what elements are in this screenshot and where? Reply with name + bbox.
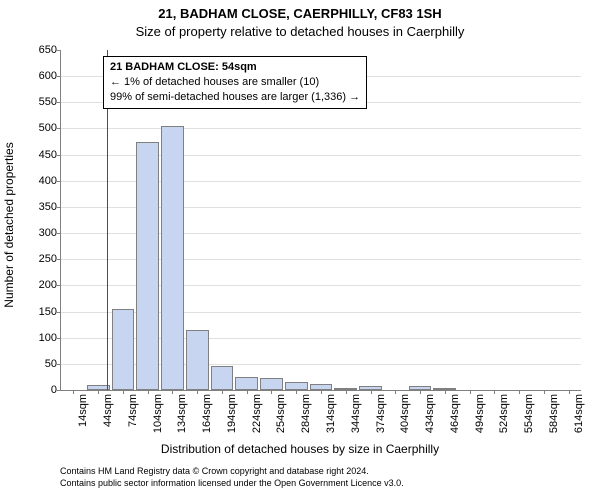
y-tick-label: 550 xyxy=(17,96,57,108)
x-tick-mark xyxy=(470,390,471,394)
bar xyxy=(235,377,258,390)
x-tick-label: 434sqm xyxy=(424,394,436,433)
bar xyxy=(112,309,135,390)
x-tick-label: 284sqm xyxy=(300,394,312,433)
x-tick-mark xyxy=(371,390,372,394)
y-tick-mark xyxy=(57,128,61,129)
x-axis-label: Distribution of detached houses by size … xyxy=(0,442,600,456)
x-tick-label: 524sqm xyxy=(498,394,510,433)
y-tick-mark xyxy=(57,338,61,339)
x-tick-mark xyxy=(73,390,74,394)
footnote: Contains HM Land Registry data © Crown c… xyxy=(60,466,580,489)
x-tick-mark xyxy=(346,390,347,394)
x-tick-mark xyxy=(296,390,297,394)
x-tick-label: 194sqm xyxy=(226,394,238,433)
y-tick-mark xyxy=(57,233,61,234)
x-tick-label: 104sqm xyxy=(152,394,164,433)
x-tick-mark xyxy=(222,390,223,394)
y-tick-label: 500 xyxy=(17,122,57,134)
annotation-line2: ← 1% of detached houses are smaller (10) xyxy=(110,75,360,90)
x-tick-mark xyxy=(247,390,248,394)
bar xyxy=(260,378,283,390)
x-tick-label: 254sqm xyxy=(275,394,287,433)
x-tick-label: 44sqm xyxy=(102,394,114,427)
x-tick-mark xyxy=(494,390,495,394)
y-tick-mark xyxy=(57,76,61,77)
y-tick-label: 650 xyxy=(17,44,57,56)
x-tick-mark xyxy=(321,390,322,394)
annotation-box: 21 BADHAM CLOSE: 54sqm ← 1% of detached … xyxy=(103,56,367,109)
x-tick-label: 164sqm xyxy=(201,394,213,433)
x-tick-mark xyxy=(197,390,198,394)
x-tick-mark xyxy=(445,390,446,394)
y-tick-label: 150 xyxy=(17,306,57,318)
plot-area: 0501001502002503003504004505005506006501… xyxy=(60,50,581,391)
y-tick-mark xyxy=(57,155,61,156)
x-tick-mark xyxy=(123,390,124,394)
y-tick-label: 50 xyxy=(17,358,57,370)
x-tick-label: 224sqm xyxy=(251,394,263,433)
x-tick-mark xyxy=(544,390,545,394)
x-tick-mark xyxy=(172,390,173,394)
x-tick-label: 14sqm xyxy=(77,394,89,427)
y-tick-label: 450 xyxy=(17,149,57,161)
x-tick-label: 614sqm xyxy=(573,394,585,433)
x-tick-label: 404sqm xyxy=(399,394,411,433)
y-tick-label: 0 xyxy=(17,384,57,396)
x-tick-mark xyxy=(395,390,396,394)
y-tick-mark xyxy=(57,259,61,260)
x-tick-label: 134sqm xyxy=(176,394,188,433)
x-tick-label: 494sqm xyxy=(474,394,486,433)
bar xyxy=(161,126,184,390)
bar xyxy=(186,330,209,390)
chart-subtitle: Size of property relative to detached ho… xyxy=(0,24,600,39)
bar xyxy=(285,382,308,390)
y-axis-label: Number of detached properties xyxy=(2,50,16,400)
y-tick-mark xyxy=(57,207,61,208)
x-tick-mark xyxy=(271,390,272,394)
footnote-line1: Contains HM Land Registry data © Crown c… xyxy=(60,466,580,478)
x-tick-label: 464sqm xyxy=(449,394,461,433)
x-tick-label: 314sqm xyxy=(325,394,337,433)
y-tick-label: 250 xyxy=(17,253,57,265)
y-tick-label: 200 xyxy=(17,279,57,291)
x-tick-label: 344sqm xyxy=(350,394,362,433)
y-tick-mark xyxy=(57,102,61,103)
y-tick-label: 350 xyxy=(17,201,57,213)
annotation-line3: 99% of semi-detached houses are larger (… xyxy=(110,90,360,105)
y-tick-label: 400 xyxy=(17,175,57,187)
x-tick-mark xyxy=(569,390,570,394)
y-tick-mark xyxy=(57,390,61,391)
y-tick-label: 600 xyxy=(17,70,57,82)
y-tick-mark xyxy=(57,312,61,313)
x-tick-label: 554sqm xyxy=(523,394,535,433)
footnote-line2: Contains public sector information licen… xyxy=(60,478,580,490)
bar xyxy=(211,366,234,390)
bar xyxy=(136,142,159,390)
gridline xyxy=(61,128,581,129)
x-tick-mark xyxy=(420,390,421,394)
x-tick-mark xyxy=(519,390,520,394)
x-tick-mark xyxy=(98,390,99,394)
y-tick-mark xyxy=(57,181,61,182)
x-tick-label: 584sqm xyxy=(548,394,560,433)
x-tick-label: 374sqm xyxy=(375,394,387,433)
y-tick-mark xyxy=(57,50,61,51)
chart-title-address: 21, BADHAM CLOSE, CAERPHILLY, CF83 1SH xyxy=(0,6,600,21)
annotation-line1: 21 BADHAM CLOSE: 54sqm xyxy=(110,60,360,75)
y-tick-label: 100 xyxy=(17,332,57,344)
y-tick-label: 300 xyxy=(17,227,57,239)
x-tick-mark xyxy=(148,390,149,394)
y-tick-mark xyxy=(57,285,61,286)
x-tick-label: 74sqm xyxy=(127,394,139,427)
chart-container: { "titles": { "line1": "21, BADHAM CLOSE… xyxy=(0,0,600,500)
y-tick-mark xyxy=(57,364,61,365)
